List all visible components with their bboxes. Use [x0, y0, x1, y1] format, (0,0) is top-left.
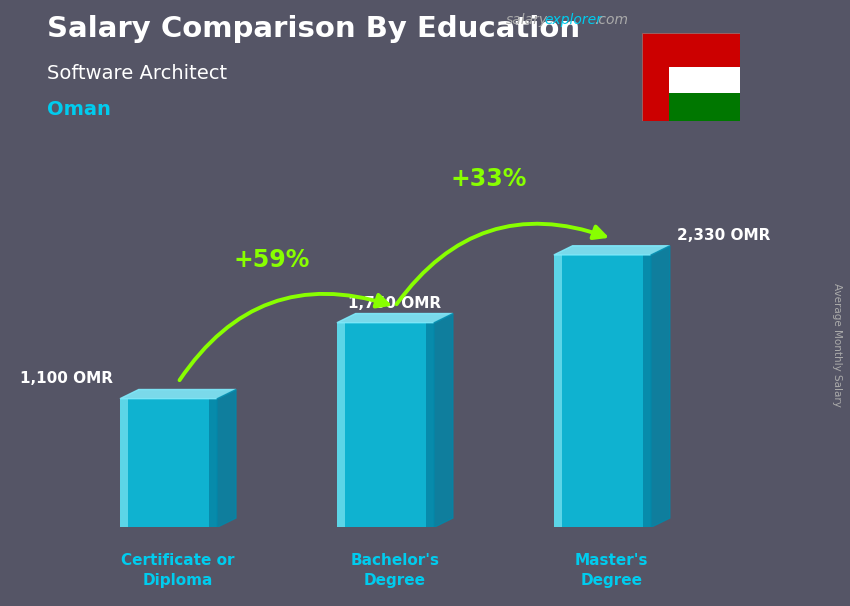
Bar: [554, 255, 562, 527]
Text: Master's
Degree: Master's Degree: [575, 553, 649, 588]
Text: Average Monthly Salary: Average Monthly Salary: [832, 284, 842, 407]
Bar: [209, 399, 218, 527]
Bar: [120, 399, 218, 527]
Bar: [669, 93, 740, 121]
Bar: [120, 399, 128, 527]
Text: explorer: explorer: [545, 13, 603, 27]
Polygon shape: [434, 313, 453, 527]
Bar: [337, 322, 345, 527]
Text: +59%: +59%: [233, 247, 309, 271]
Bar: [427, 322, 434, 527]
Polygon shape: [651, 246, 670, 527]
Text: .com: .com: [594, 13, 628, 27]
Bar: [669, 67, 740, 93]
Polygon shape: [120, 390, 236, 399]
Text: Software Architect: Software Architect: [47, 64, 227, 82]
Bar: [643, 255, 651, 527]
Polygon shape: [337, 313, 453, 322]
Text: Oman: Oman: [47, 100, 110, 119]
Text: Salary Comparison By Education: Salary Comparison By Education: [47, 15, 580, 43]
Bar: [554, 255, 651, 527]
Text: salary: salary: [506, 13, 548, 27]
Bar: [669, 33, 740, 67]
Bar: [337, 322, 434, 527]
Text: 1,750 OMR: 1,750 OMR: [348, 296, 441, 311]
Text: Certificate or
Diploma: Certificate or Diploma: [122, 553, 235, 588]
Bar: [642, 33, 669, 121]
Text: +33%: +33%: [450, 167, 527, 191]
Text: 1,100 OMR: 1,100 OMR: [20, 371, 112, 386]
Text: 2,330 OMR: 2,330 OMR: [677, 228, 771, 243]
Text: Bachelor's
Degree: Bachelor's Degree: [350, 553, 439, 588]
Polygon shape: [218, 390, 236, 527]
Polygon shape: [554, 246, 670, 255]
